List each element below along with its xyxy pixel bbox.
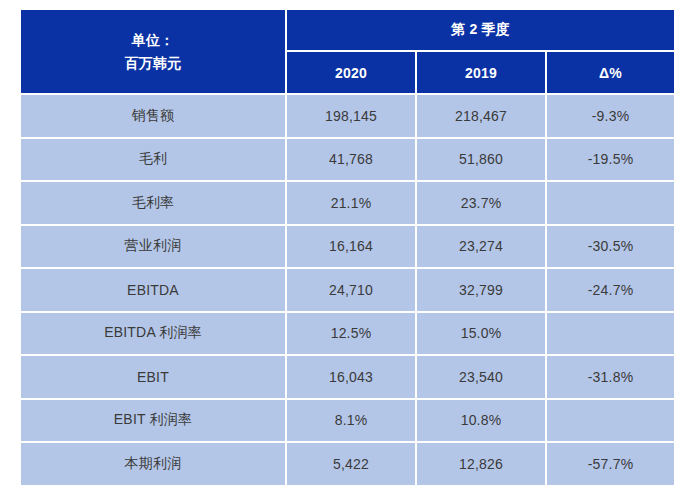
unit-label-line1: 单位： (132, 29, 175, 51)
cell-2019: 12,826 (417, 443, 545, 485)
cell-delta: -9.3% (547, 95, 674, 137)
cell-2020: 8.1% (287, 400, 415, 442)
financial-summary-table: 单位： 百万韩元 第 2 季度 2020 2019 Δ% 销售额 198,145… (21, 10, 674, 485)
cell-delta: -19.5% (547, 139, 674, 181)
cell-delta: -57.7% (547, 443, 674, 485)
cell-2020: 16,164 (287, 226, 415, 268)
row-label: EBIT 利润率 (21, 400, 285, 442)
cell-2019: 23,274 (417, 226, 545, 268)
cell-delta (547, 400, 674, 442)
cell-2019: 51,860 (417, 139, 545, 181)
cell-2020: 21.1% (287, 182, 415, 224)
column-header-delta: Δ% (547, 52, 674, 93)
cell-2020: 24,710 (287, 269, 415, 311)
cell-2020: 12.5% (287, 313, 415, 355)
cell-2019: 10.8% (417, 400, 545, 442)
row-label: 销售额 (21, 95, 285, 137)
row-label: 毛利 (21, 139, 285, 181)
cell-2020: 41,768 (287, 139, 415, 181)
cell-delta: -30.5% (547, 226, 674, 268)
cell-delta (547, 313, 674, 355)
unit-label-line2: 百万韩元 (125, 52, 182, 74)
row-label: EBITDA (21, 269, 285, 311)
row-label: EBIT (21, 356, 285, 398)
row-label: EBITDA 利润率 (21, 313, 285, 355)
cell-delta (547, 182, 674, 224)
cell-delta: -31.8% (547, 356, 674, 398)
cell-2019: 23,540 (417, 356, 545, 398)
quarter-header-cell: 第 2 季度 (287, 10, 674, 50)
cell-2020: 16,043 (287, 356, 415, 398)
cell-2020: 5,422 (287, 443, 415, 485)
row-label: 本期利润 (21, 443, 285, 485)
cell-delta: -24.7% (547, 269, 674, 311)
row-label: 营业利润 (21, 226, 285, 268)
cell-2019: 218,467 (417, 95, 545, 137)
column-header-2019: 2019 (417, 52, 545, 93)
cell-2019: 23.7% (417, 182, 545, 224)
cell-2019: 15.0% (417, 313, 545, 355)
cell-2020: 198,145 (287, 95, 415, 137)
column-header-2020: 2020 (287, 52, 415, 93)
unit-header-cell: 单位： 百万韩元 (21, 10, 285, 93)
row-label: 毛利率 (21, 182, 285, 224)
cell-2019: 32,799 (417, 269, 545, 311)
